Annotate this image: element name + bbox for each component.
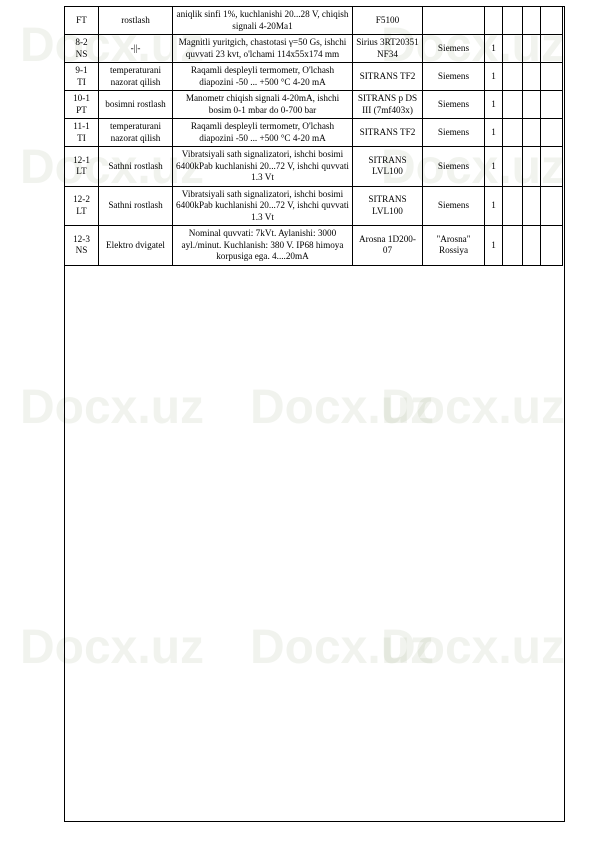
table-cell: Raqamli despleyli termometr, O'lchash di… xyxy=(173,119,353,147)
table-cell: Siemens xyxy=(423,119,485,147)
table-row: 10-1PTbosimni rostlashManometr chiqish s… xyxy=(65,91,563,119)
table-cell: Siemens xyxy=(423,186,485,226)
table-cell xyxy=(503,186,523,226)
table-cell: 10-1PT xyxy=(65,91,99,119)
table-cell: Sathni rostlash xyxy=(99,186,173,226)
table-cell: SITRANS p DS III (7mf403x) xyxy=(353,91,423,119)
table-cell: Nominal quvvati: 7kVt. Aylanishi: 3000 a… xyxy=(173,226,353,266)
table-cell: Siemens xyxy=(423,147,485,187)
table-row: 12-2LTSathni rostlashVibratsiyali sath s… xyxy=(65,186,563,226)
table-cell: bosimni rostlash xyxy=(99,91,173,119)
table-cell: rostlash xyxy=(99,7,173,35)
table-cell xyxy=(523,147,541,187)
table-cell xyxy=(541,226,563,266)
table-cell: 1 xyxy=(485,91,503,119)
table-row: 8-2NS-||-Magnitli yuritgich, chastotasi … xyxy=(65,35,563,63)
table-cell: Elektro dvigatel xyxy=(99,226,173,266)
table-row: FTrostlashaniqlik sinfi 1%, kuchlanishi … xyxy=(65,7,563,35)
table-cell xyxy=(503,35,523,63)
table-cell xyxy=(541,147,563,187)
table-cell xyxy=(523,119,541,147)
data-table: FTrostlashaniqlik sinfi 1%, kuchlanishi … xyxy=(64,6,563,266)
table-row: 11-1TItemperaturani nazorat qilishRaqaml… xyxy=(65,119,563,147)
table-cell: Arosna 1D200-07 xyxy=(353,226,423,266)
table-cell xyxy=(541,35,563,63)
table-cell: Siemens xyxy=(423,35,485,63)
table-cell: -||- xyxy=(99,35,173,63)
table-cell xyxy=(541,186,563,226)
table-cell: 8-2NS xyxy=(65,35,99,63)
table-cell xyxy=(423,7,485,35)
table-cell: Vibratsiyali sath signalizatori, ishchi … xyxy=(173,186,353,226)
table-cell: 12-2LT xyxy=(65,186,99,226)
table-cell: temperaturani nazorat qilish xyxy=(99,63,173,91)
table-cell xyxy=(523,35,541,63)
table-cell: Sirius 3RT20351 NF34 xyxy=(353,35,423,63)
table-cell: 1 xyxy=(485,35,503,63)
table-cell xyxy=(523,91,541,119)
table-cell: 12-1LT xyxy=(65,147,99,187)
table-cell xyxy=(503,91,523,119)
table-row: 12-3NSElektro dvigatelNominal quvvati: 7… xyxy=(65,226,563,266)
table-cell: SITRANS TF2 xyxy=(353,119,423,147)
table-cell: aniqlik sinfi 1%, kuchlanishi 20...28 V,… xyxy=(173,7,353,35)
table-cell: Siemens xyxy=(423,63,485,91)
table-cell xyxy=(541,7,563,35)
table-cell: Siemens xyxy=(423,91,485,119)
table-cell: 9-1TI xyxy=(65,63,99,91)
table-row: 12-1LTSathni rostlashVibratsiyali sath s… xyxy=(65,147,563,187)
table-cell: 1 xyxy=(485,119,503,147)
table-cell: 1 xyxy=(485,226,503,266)
table-cell: Manometr chiqish signali 4-20mA, ishchi … xyxy=(173,91,353,119)
table-cell: SITRANS TF2 xyxy=(353,63,423,91)
table-cell: 12-3NS xyxy=(65,226,99,266)
table-cell xyxy=(541,119,563,147)
table-row: 9-1TItemperaturani nazorat qilishRaqamli… xyxy=(65,63,563,91)
table-cell: Sathni rostlash xyxy=(99,147,173,187)
table-cell: 1 xyxy=(485,63,503,91)
table-cell xyxy=(541,63,563,91)
table-cell: 1 xyxy=(485,147,503,187)
table-cell: "Arosna" Rossiya xyxy=(423,226,485,266)
table-cell: Vibratsiyali sath signalizatori, ishchi … xyxy=(173,147,353,187)
table-cell: Magnitli yuritgich, chastotasi γ=50 Gs, … xyxy=(173,35,353,63)
table-cell xyxy=(503,63,523,91)
table-cell: temperaturani nazorat qilish xyxy=(99,119,173,147)
table-cell xyxy=(541,91,563,119)
table-cell xyxy=(503,226,523,266)
table-cell: SITRANS LVL100 xyxy=(353,186,423,226)
table-cell: Raqamli despleyli termometr, O'lchash di… xyxy=(173,63,353,91)
table-cell: 1 xyxy=(485,186,503,226)
table-cell xyxy=(523,63,541,91)
table-cell xyxy=(503,7,523,35)
table-cell: SITRANS LVL100 xyxy=(353,147,423,187)
table-cell: FT xyxy=(65,7,99,35)
table-cell xyxy=(523,186,541,226)
table-cell: 11-1TI xyxy=(65,119,99,147)
table-cell xyxy=(523,226,541,266)
table-cell xyxy=(503,147,523,187)
table-cell xyxy=(503,119,523,147)
table-cell xyxy=(485,7,503,35)
table-cell: F5100 xyxy=(353,7,423,35)
table-cell xyxy=(523,7,541,35)
